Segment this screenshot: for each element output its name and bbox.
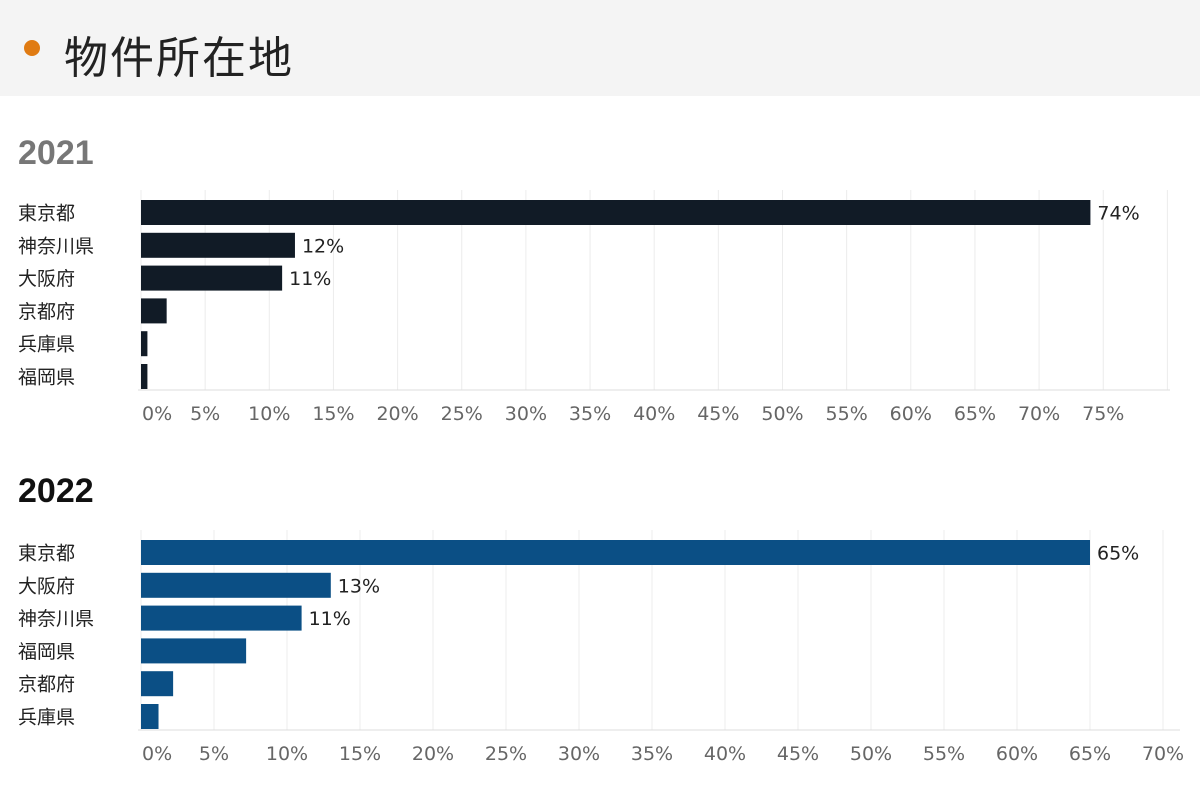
tick-label: 50%: [761, 403, 803, 425]
tick-label: 25%: [441, 403, 483, 425]
tick-label: 10%: [248, 403, 290, 425]
data-label: 13%: [338, 575, 380, 597]
tick-label: 15%: [339, 743, 381, 765]
chart-title-2021: 2021: [18, 134, 94, 172]
category-label: 福岡県: [18, 367, 75, 389]
bar: [141, 200, 1091, 225]
bar: [141, 331, 148, 357]
tick-label: 50%: [850, 743, 892, 765]
category-label: 東京都: [18, 543, 75, 565]
tick-label: 35%: [631, 743, 673, 765]
bar: [141, 638, 247, 664]
tick-label: 0%: [142, 403, 172, 425]
tick-label: 30%: [558, 743, 600, 765]
page-header: 物件所在地: [0, 0, 1200, 96]
tick-label: 55%: [923, 743, 965, 765]
chart-title-2022: 2022: [18, 472, 94, 510]
bar: [141, 298, 167, 324]
tick-label: 55%: [826, 403, 868, 425]
data-label: 11%: [289, 268, 331, 290]
tick-label: 5%: [190, 403, 220, 425]
tick-label: 65%: [1069, 743, 1111, 765]
category-label: 京都府: [18, 674, 75, 696]
data-label: 74%: [1097, 203, 1139, 225]
tick-label: 60%: [890, 403, 932, 425]
bar: [141, 232, 295, 258]
bar: [141, 364, 148, 389]
tick-label: 15%: [312, 403, 354, 425]
tick-label: 75%: [1082, 403, 1124, 425]
data-label: 65%: [1097, 543, 1139, 565]
category-label: 兵庫県: [18, 707, 75, 729]
category-label: 福岡県: [18, 641, 75, 663]
category-label: 神奈川県: [18, 608, 94, 630]
tick-label: 45%: [697, 403, 739, 425]
tick-label: 65%: [954, 403, 996, 425]
tick-label: 5%: [199, 743, 229, 765]
tick-label: 60%: [996, 743, 1038, 765]
tick-label: 40%: [704, 743, 746, 765]
tick-label: 25%: [485, 743, 527, 765]
tick-label: 40%: [633, 403, 675, 425]
category-label: 大阪府: [18, 268, 75, 290]
tick-label: 45%: [777, 743, 819, 765]
tick-label: 20%: [376, 403, 418, 425]
bar: [141, 265, 283, 291]
page-title: 物件所在地: [64, 33, 294, 84]
bar: [141, 605, 302, 631]
bullet-dot-icon: [24, 40, 40, 56]
tick-label: 20%: [412, 743, 454, 765]
category-label: 大阪府: [18, 575, 75, 597]
category-label: 兵庫県: [18, 334, 75, 356]
bar: [141, 671, 174, 697]
tick-label: 10%: [266, 743, 308, 765]
tick-label: 30%: [505, 403, 547, 425]
bar: [141, 540, 1090, 565]
bar: [141, 572, 331, 598]
data-label: 11%: [309, 608, 351, 630]
category-label: 神奈川県: [18, 235, 94, 257]
tick-label: 35%: [569, 403, 611, 425]
data-label: 12%: [302, 235, 344, 257]
tick-label: 0%: [142, 743, 172, 765]
category-label: 京都府: [18, 301, 75, 323]
category-label: 東京都: [18, 203, 75, 225]
tick-label: 70%: [1142, 743, 1184, 765]
bar: [141, 704, 159, 729]
tick-label: 70%: [1018, 403, 1060, 425]
